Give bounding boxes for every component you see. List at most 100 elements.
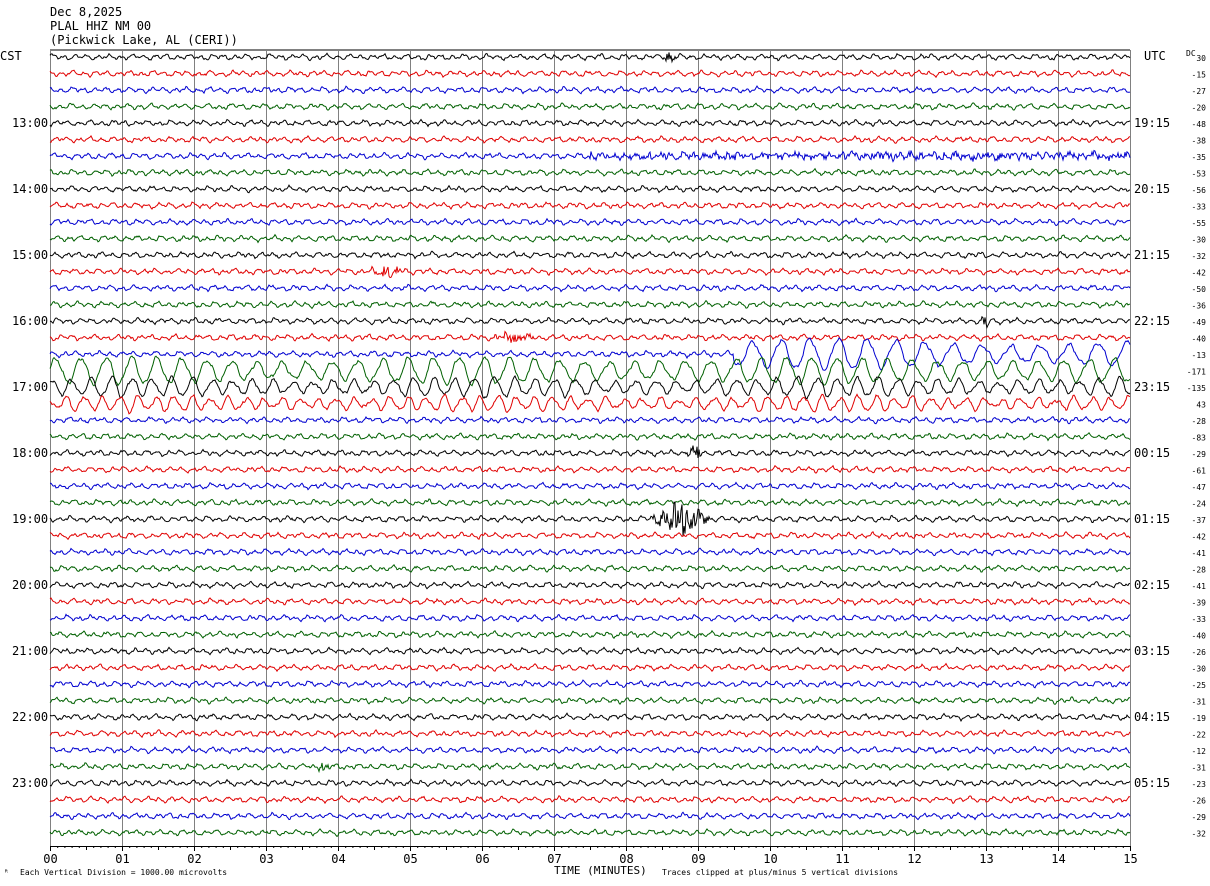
dc-offset-value: -15: [1192, 71, 1207, 80]
left-hour-labels: 13:00 14:00 15:00 16:00 17:00 18:00 19:00 20:00…: [12, 116, 48, 790]
trace-line: [49, 315, 1131, 329]
dc-offset-value: -40: [1192, 335, 1207, 344]
left-hour-label: 16:00: [12, 314, 48, 328]
left-hour-label: 19:00: [12, 512, 48, 526]
trace-line: [49, 662, 1130, 673]
trace-line: [49, 184, 1131, 194]
dc-offset-value: -31: [1192, 698, 1207, 707]
x-tick-label: 07: [547, 852, 561, 866]
dc-offset-value: -32: [1192, 830, 1207, 839]
dc-offset-value: -35: [1192, 153, 1207, 162]
right-hour-label: 21:15: [1134, 248, 1170, 262]
right-hour-label: 20:15: [1134, 182, 1170, 196]
dc-offset-value: -30: [1192, 236, 1207, 245]
dc-offset-value: -61: [1192, 467, 1207, 476]
dc-offset-value: -12: [1192, 747, 1207, 756]
trace-line: [49, 415, 1131, 425]
trace-line: [49, 149, 1131, 163]
right-hour-label: 05:15: [1134, 776, 1170, 790]
dc-offset-value: -26: [1192, 648, 1207, 657]
x-tick-label: 09: [691, 852, 705, 866]
trace-line: [49, 712, 1131, 722]
x-tick-label: 02: [187, 852, 201, 866]
trace-line: [49, 580, 1131, 590]
dc-offset-value: -28: [1192, 566, 1207, 575]
dc-offset-value: -13: [1192, 351, 1207, 360]
dc-offset-value: -49: [1192, 318, 1207, 327]
trace-line: [49, 596, 1131, 607]
x-tick-label: 01: [115, 852, 129, 866]
dc-label: DC: [1186, 49, 1196, 58]
trace-line: [49, 531, 1131, 541]
trace-line: [49, 613, 1131, 623]
trace-line: [49, 375, 1131, 400]
trace-line: [49, 828, 1131, 838]
x-tick-label: 00: [43, 852, 57, 866]
trace-line: [49, 481, 1131, 491]
dc-offset-value: -53: [1192, 170, 1207, 179]
trace-line: [49, 564, 1131, 573]
trace-line: [49, 547, 1131, 557]
trace-line: [49, 696, 1131, 706]
x-tick-label: 12: [907, 852, 921, 866]
trace-line: [49, 778, 1131, 788]
dc-offset-value: -24: [1192, 500, 1207, 509]
right-hour-label: 19:15: [1134, 116, 1170, 130]
dc-offset-value: -38: [1192, 137, 1207, 146]
dc-offset-value: -22: [1192, 731, 1207, 740]
dc-offset-value: 43: [1196, 401, 1206, 410]
x-tick-label: 14: [1051, 852, 1065, 866]
trace-line: [49, 217, 1131, 227]
right-hour-label: 04:15: [1134, 710, 1170, 724]
footer-scale-icon: ᴿ: [4, 868, 9, 877]
left-hour-label: 14:00: [12, 182, 48, 196]
left-hour-label: 13:00: [12, 116, 48, 130]
x-tick-label: 13: [979, 852, 993, 866]
dc-offset-labels: 30 -15 -27 -20 -48 -38 -35 -53 -56 -33 -55 -30 -32 -4…: [1187, 54, 1206, 839]
dc-offset-value: -135: [1187, 384, 1206, 393]
x-tick-label: 15: [1123, 852, 1137, 866]
minute-grid: [50, 49, 1131, 846]
left-hour-label: 22:00: [12, 710, 48, 724]
trace-line: [49, 201, 1131, 211]
x-axis: 00 01 02 03 04 05 06 07 08 09 10 11 12 13 14 15: [43, 846, 1138, 866]
trace-line: [49, 337, 1131, 371]
trace-line: [49, 102, 1131, 111]
x-tick-label: 06: [475, 852, 489, 866]
trace-line: [49, 233, 1131, 244]
seismic-traces: [49, 52, 1131, 838]
trace-line: [49, 464, 1130, 474]
right-hour-label: 03:15: [1134, 644, 1170, 658]
left-hour-label: 23:00: [12, 776, 48, 790]
header-date: Dec 8,2025: [50, 5, 122, 19]
trace-line: [49, 118, 1131, 128]
trace-line: [49, 167, 1131, 177]
trace-line: [49, 393, 1131, 415]
dc-offset-value: -19: [1192, 714, 1207, 723]
trace-line: [49, 85, 1131, 95]
trace-line: [49, 69, 1131, 79]
trace-line: [49, 745, 1130, 755]
dc-offset-value: -42: [1192, 533, 1207, 542]
x-tick-label: 10: [763, 852, 777, 866]
dc-offset-value: -83: [1192, 434, 1207, 443]
dc-offset-value: -50: [1192, 285, 1207, 294]
header-station: PLAL HHZ NM 00: [50, 19, 151, 33]
trace-line: [49, 250, 1131, 260]
dc-offset-value: -37: [1192, 516, 1207, 525]
dc-offset-value: -39: [1192, 599, 1207, 608]
x-axis-title: TIME (MINUTES): [554, 864, 647, 877]
footer-scale-note: Each Vertical Division = 1000.00 microvo…: [20, 868, 227, 877]
right-hour-labels: 19:15 20:15 21:15 22:15 23:15 00:15 01:15 02:15…: [1134, 116, 1170, 790]
trace-line: [49, 679, 1131, 689]
dc-offset-value: -48: [1192, 120, 1207, 129]
dc-offset-value: -33: [1192, 203, 1207, 212]
dc-offset-value: -55: [1192, 219, 1207, 228]
trace-line: [49, 445, 1131, 459]
trace-line: [49, 646, 1131, 656]
right-hour-label: 01:15: [1134, 512, 1170, 526]
trace-line: [49, 330, 1131, 343]
dc-offset-value: -23: [1192, 780, 1207, 789]
